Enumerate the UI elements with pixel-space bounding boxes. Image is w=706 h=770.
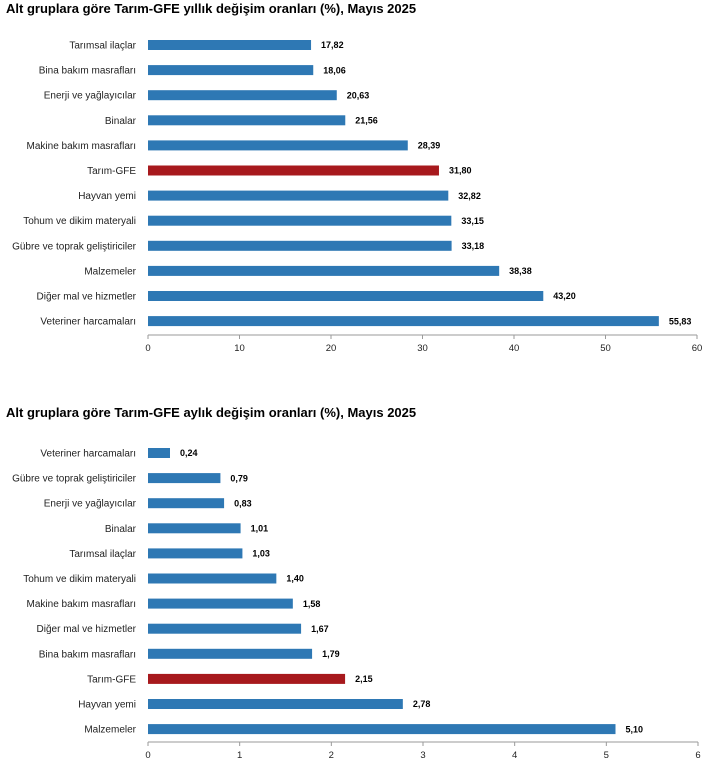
bar [148, 623, 302, 634]
monthly-change-chart: Alt gruplara göre Tarım-GFE aylık değişi… [0, 404, 706, 770]
category-label: Tarım-GFE [87, 674, 136, 685]
chart-title: Alt gruplara göre Tarım-GFE aylık değişi… [6, 405, 417, 420]
data-label: 2,78 [413, 699, 431, 709]
data-label: 18,06 [323, 65, 346, 75]
data-label: 33,15 [461, 216, 484, 226]
monthly-change-plot: Veteriner harcamaları 0,24 Gübre ve toprak… [12, 448, 701, 761]
category-label: Diğer mal ve hizmetler [37, 292, 137, 303]
bar [148, 190, 449, 201]
category-label: Binalar [105, 116, 137, 127]
data-label: 0,79 [230, 473, 248, 483]
x-tick-label: 0 [145, 750, 150, 761]
data-label: 1,03 [252, 549, 270, 559]
data-label: 0,24 [180, 448, 198, 458]
data-label: 32,82 [458, 191, 481, 201]
data-label: 20,63 [347, 90, 370, 100]
x-tick-label: 0 [145, 343, 150, 354]
data-label: 55,83 [669, 316, 692, 326]
bar [148, 448, 170, 458]
bar [148, 40, 312, 50]
bar [148, 65, 314, 76]
annual-change-plot: Tarımsal ilaçlar 17,82 Bina bakım masrafla… [12, 40, 703, 354]
data-label: 17,82 [321, 40, 344, 50]
bar [148, 573, 277, 584]
x-tick-label: 30 [417, 343, 428, 354]
bar [148, 316, 659, 327]
data-label: 0,83 [234, 498, 252, 508]
data-label: 1,67 [311, 624, 329, 634]
x-tick-label: 20 [326, 343, 337, 354]
bar [148, 673, 346, 684]
category-label: Malzemeler [84, 266, 136, 277]
x-tick-label: 6 [695, 750, 700, 761]
data-label: 5,10 [626, 724, 644, 734]
bar [148, 648, 313, 659]
data-label: 38,38 [509, 266, 532, 276]
category-label: Hayvan yemi [78, 191, 136, 202]
data-label: 43,20 [553, 291, 576, 301]
bar [148, 473, 221, 484]
category-label: Bina bakım masrafları [39, 66, 136, 77]
x-tick-label: 10 [234, 343, 245, 354]
data-label: 33,18 [462, 241, 485, 251]
category-label: Tarımsal ilaçlar [69, 41, 136, 52]
data-label: 28,39 [418, 141, 441, 151]
data-label: 2,15 [355, 674, 373, 684]
bar [148, 523, 241, 534]
bar [148, 140, 408, 151]
category-label: Enerji ve yağlayıcılar [44, 499, 137, 510]
category-label: Tarım-GFE [87, 166, 136, 177]
category-label: Veteriner harcamaları [40, 317, 136, 328]
chart-title: Alt gruplara göre Tarım-GFE yıllık değiş… [6, 1, 417, 16]
data-label: 31,80 [449, 166, 472, 176]
bar [148, 240, 452, 251]
category-label: Binalar [105, 524, 137, 535]
x-tick-label: 1 [237, 750, 242, 761]
category-label: Makine bakım masrafları [27, 141, 136, 152]
annual-change-chart: Alt gruplara göre Tarım-GFE yıllık değiş… [0, 0, 706, 360]
category-label: Gübre ve toprak geliştiriciler [12, 474, 137, 485]
bar [148, 548, 243, 559]
bar [148, 498, 225, 509]
category-label: Gübre ve toprak geliştiriciler [12, 241, 137, 252]
data-label: 1,58 [303, 599, 321, 609]
bar [148, 699, 403, 709]
category-label: Veteriner harcamaları [40, 449, 136, 460]
x-tick-label: 4 [512, 750, 517, 761]
category-label: Diğer mal ve hizmetler [37, 624, 137, 635]
category-label: Tohum ve dikim materyali [23, 216, 136, 227]
data-label: 1,40 [286, 574, 304, 584]
bar [148, 598, 293, 609]
bar [148, 115, 346, 126]
x-tick-label: 3 [420, 750, 425, 761]
bar [148, 291, 544, 301]
bar [148, 265, 500, 276]
category-label: Tarımsal ilaçlar [69, 549, 136, 560]
data-label: 1,01 [251, 524, 269, 534]
bar [148, 90, 337, 101]
data-label: 21,56 [355, 116, 378, 126]
x-tick-label: 5 [604, 750, 609, 761]
category-label: Enerji ve yağlayıcılar [44, 91, 137, 102]
data-label: 1,79 [322, 649, 340, 659]
x-tick-label: 50 [600, 343, 611, 354]
x-tick-label: 40 [509, 343, 520, 354]
x-tick-label: 2 [329, 750, 334, 761]
bar [148, 215, 452, 226]
category-label: Makine bakım masrafları [27, 599, 136, 610]
bar [148, 724, 616, 735]
x-tick-label: 60 [692, 343, 703, 354]
category-label: Tohum ve dikim materyali [23, 574, 136, 585]
category-label: Malzemeler [84, 725, 136, 736]
category-label: Bina bakım masrafları [39, 649, 136, 660]
bar [148, 165, 439, 176]
category-label: Hayvan yemi [78, 700, 136, 711]
